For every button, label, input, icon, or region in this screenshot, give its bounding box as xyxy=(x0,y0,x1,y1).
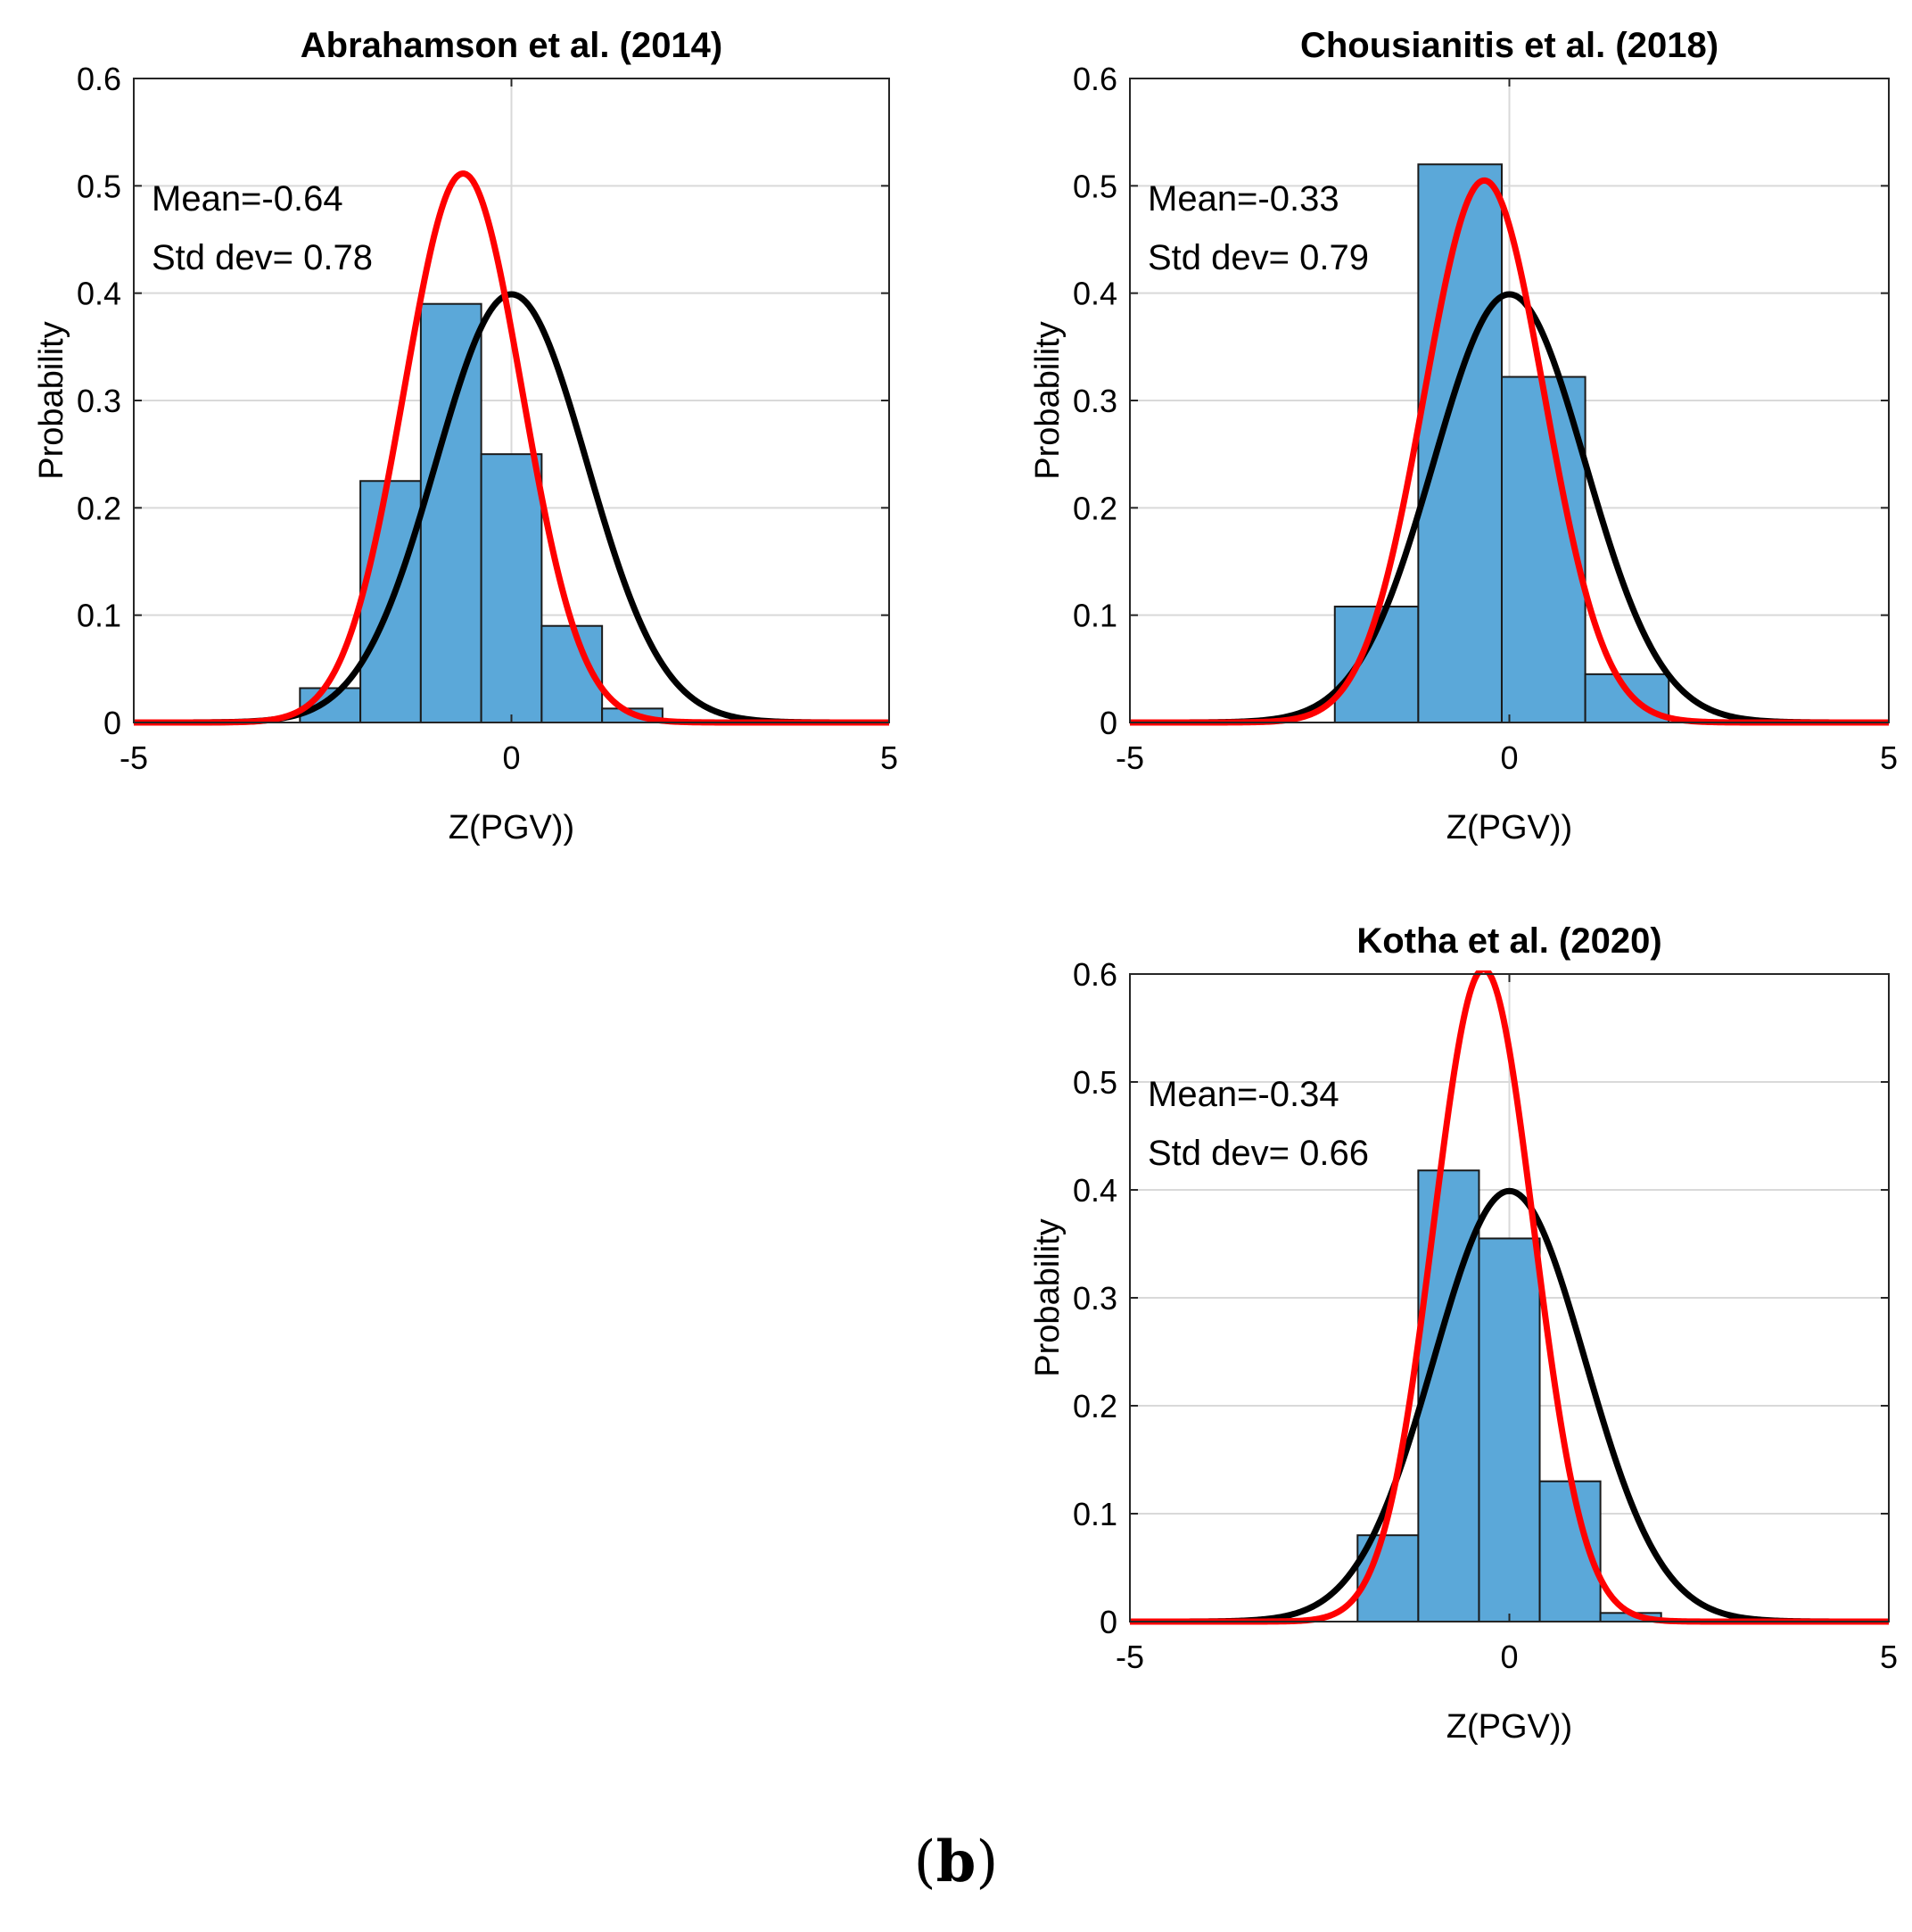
y-tick-label: 0.4 xyxy=(1073,276,1117,312)
x-axis-label: Z(PGV)) xyxy=(1446,809,1572,846)
y-tick-label: 0.2 xyxy=(77,490,121,526)
y-tick-label: 0.5 xyxy=(1073,1064,1117,1101)
x-tick-label: 5 xyxy=(1880,739,1898,776)
y-tick-label: 0 xyxy=(1100,1604,1117,1640)
y-tick-label: 0.4 xyxy=(77,276,121,312)
y-tick-label: 0.1 xyxy=(1073,1496,1117,1532)
x-tick-label: -5 xyxy=(1116,739,1144,776)
chart-title: Chousianitis et al. (2018) xyxy=(1300,26,1718,65)
x-axis-label: Z(PGV)) xyxy=(449,809,574,846)
x-tick-label: -5 xyxy=(1116,1639,1144,1675)
y-tick-label: 0.2 xyxy=(1073,490,1117,526)
x-axis-label: Z(PGV)) xyxy=(1446,1708,1572,1746)
y-tick-label: 0.6 xyxy=(1073,956,1117,993)
x-tick-label: -5 xyxy=(120,739,148,776)
histogram-bar xyxy=(419,302,482,723)
y-axis-label: Probability xyxy=(1029,1218,1067,1376)
histogram-bar xyxy=(480,453,543,723)
x-tick-label: 0 xyxy=(1500,739,1518,776)
y-axis-label: Probability xyxy=(1029,321,1067,479)
chart-title: Kotha et al. (2020) xyxy=(1356,921,1661,961)
y-tick-label: 0.6 xyxy=(1073,61,1117,97)
std-annotation: Std dev= 0.78 xyxy=(152,238,373,277)
std-annotation: Std dev= 0.66 xyxy=(1148,1134,1369,1173)
panel-label-letter: b xyxy=(935,1829,977,1895)
x-tick-label: 0 xyxy=(1500,1639,1518,1675)
figure-panel-label: (b) xyxy=(0,1829,1912,1895)
y-tick-label: 0.3 xyxy=(1073,1280,1117,1317)
histogram-bar xyxy=(1500,376,1586,723)
y-tick-label: 0.6 xyxy=(77,61,121,97)
x-tick-label: 5 xyxy=(880,739,898,776)
y-tick-label: 0 xyxy=(1100,705,1117,741)
y-tick-label: 0.5 xyxy=(77,168,121,204)
y-tick-label: 0.1 xyxy=(1073,598,1117,634)
mean-annotation: Mean=-0.34 xyxy=(1148,1075,1339,1114)
histogram-bar xyxy=(1478,1237,1541,1622)
panel-label-open: ( xyxy=(913,1829,936,1895)
y-tick-label: 0.1 xyxy=(77,598,121,634)
x-tick-label: 5 xyxy=(1880,1639,1898,1675)
panel-label-close: ) xyxy=(976,1829,999,1895)
y-tick-label: 0.5 xyxy=(1073,168,1117,204)
y-tick-label: 0.3 xyxy=(77,383,121,419)
std-annotation: Std dev= 0.79 xyxy=(1148,238,1369,277)
x-tick-label: 0 xyxy=(502,739,520,776)
y-tick-label: 0.4 xyxy=(1073,1172,1117,1209)
mean-annotation: Mean=-0.64 xyxy=(152,179,343,219)
histogram-bar xyxy=(1417,163,1503,723)
y-axis-label: Probability xyxy=(33,321,70,479)
y-tick-label: 0 xyxy=(103,705,121,741)
y-tick-label: 0.3 xyxy=(1073,383,1117,419)
mean-annotation: Mean=-0.33 xyxy=(1148,179,1339,219)
y-tick-label: 0.2 xyxy=(1073,1388,1117,1424)
chart-title: Abrahamson et al. (2014) xyxy=(301,26,723,65)
